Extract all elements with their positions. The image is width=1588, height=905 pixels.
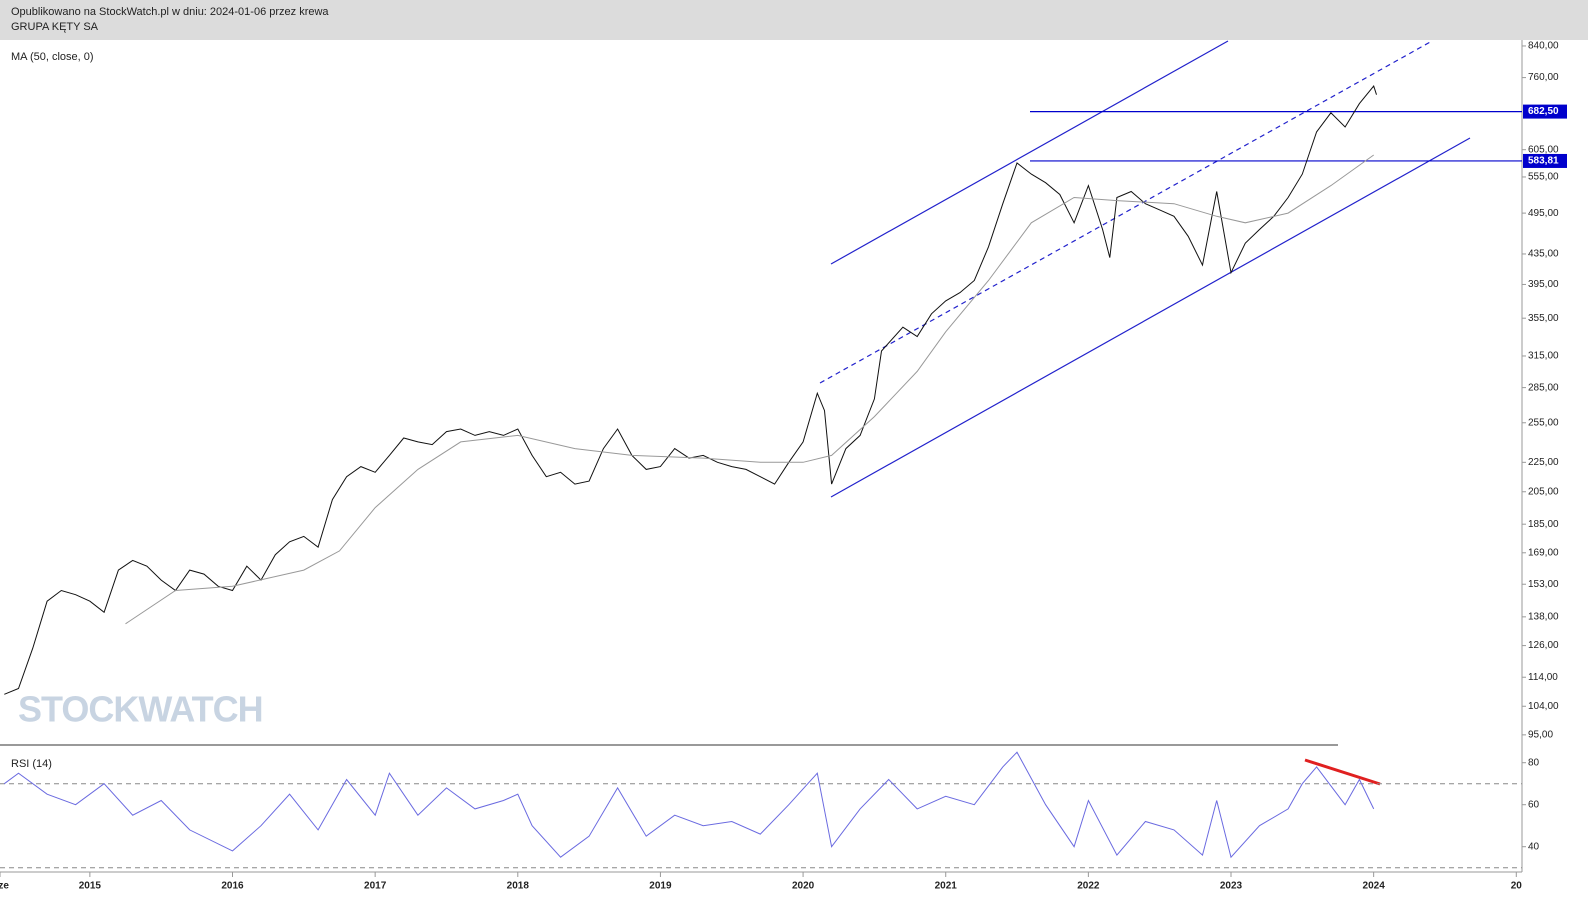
series-line bbox=[4, 751, 1375, 859]
x-tick-label: 2017 bbox=[364, 881, 387, 892]
divergence-line bbox=[1304, 758, 1381, 786]
y-tick-label: 355,00 bbox=[1528, 313, 1559, 324]
level-label: 583,81 bbox=[1528, 156, 1559, 167]
series-line bbox=[4, 84, 1377, 695]
header-bar bbox=[0, 0, 1588, 40]
y-tick-label: 605,00 bbox=[1528, 144, 1559, 155]
x-tick-label: 2021 bbox=[935, 881, 958, 892]
y-tick-label: 255,00 bbox=[1528, 417, 1559, 428]
y-tick-label: 435,00 bbox=[1528, 249, 1559, 260]
ma-label: MA (50, close, 0) bbox=[11, 51, 94, 63]
y-tick-label: 285,00 bbox=[1528, 382, 1559, 393]
y-tick-label: 80 bbox=[1528, 757, 1540, 768]
rsi-label: RSI (14) bbox=[11, 758, 52, 770]
y-tick-label: 95,00 bbox=[1528, 729, 1553, 740]
x-tick-label: 2016 bbox=[221, 881, 244, 892]
y-tick-label: 138,00 bbox=[1528, 611, 1559, 622]
x-tick-label: 2024 bbox=[1363, 881, 1386, 892]
level-box bbox=[1523, 104, 1567, 119]
x-tick-label: 2015 bbox=[79, 881, 102, 892]
series-line bbox=[125, 154, 1374, 625]
y-tick-label: 495,00 bbox=[1528, 208, 1559, 219]
y-tick-label: 205,00 bbox=[1528, 486, 1559, 497]
y-tick-label: 185,00 bbox=[1528, 519, 1559, 530]
watermark: STOCKWATCH bbox=[18, 689, 263, 730]
y-tick-label: 114,00 bbox=[1528, 672, 1558, 683]
x-tick-label: 2022 bbox=[1077, 881, 1100, 892]
level-box bbox=[1523, 153, 1567, 168]
y-tick-label: 760,00 bbox=[1528, 72, 1559, 83]
title: GRUPA KĘTY SA bbox=[11, 21, 99, 33]
y-tick-label: 315,00 bbox=[1528, 351, 1559, 362]
y-tick-label: 395,00 bbox=[1528, 279, 1559, 290]
x-tick-label: 2020 bbox=[792, 881, 815, 892]
y-tick-label: 840,00 bbox=[1528, 41, 1559, 52]
y-tick-label: 555,00 bbox=[1528, 172, 1559, 183]
y-tick-label: 126,00 bbox=[1528, 640, 1559, 651]
y-tick-label: 153,00 bbox=[1528, 579, 1559, 590]
trendlines bbox=[819, 40, 1471, 498]
x-tick-label: 2018 bbox=[507, 881, 530, 892]
x-tick-label: Cze bbox=[0, 881, 9, 892]
x-tick-label: 20 bbox=[1511, 881, 1523, 892]
y-tick-label: 225,00 bbox=[1528, 457, 1559, 468]
level-label: 682,50 bbox=[1528, 106, 1559, 117]
y-tick-label: 40 bbox=[1528, 841, 1540, 852]
y-tick-label: 169,00 bbox=[1528, 547, 1559, 558]
x-tick-label: 2019 bbox=[649, 881, 672, 892]
subtitle: Opublikowano na StockWatch.pl w dniu: 20… bbox=[11, 6, 329, 18]
x-tick-label: 2023 bbox=[1220, 881, 1243, 892]
y-tick-label: 60 bbox=[1528, 799, 1540, 810]
y-tick-label: 104,00 bbox=[1528, 701, 1559, 712]
